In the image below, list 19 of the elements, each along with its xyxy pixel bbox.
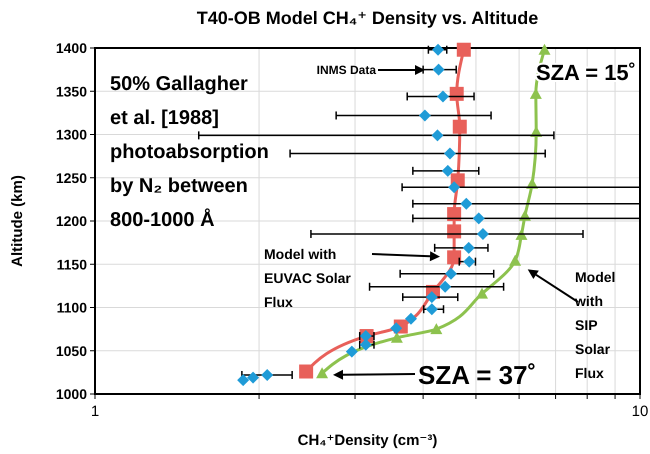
x-axis-title: CH₄⁺Density (cm⁻³) bbox=[298, 432, 438, 449]
chart-title: T40-OB Model CH₄⁺ Density vs. Altitude bbox=[196, 8, 538, 28]
annotation: INMS Data bbox=[316, 63, 376, 77]
y-tick-label: 1200 bbox=[56, 213, 88, 229]
y-tick-label: 1100 bbox=[56, 300, 88, 316]
y-tick-label: 1250 bbox=[56, 170, 88, 186]
y-tick-label: 1400 bbox=[56, 40, 88, 56]
y-axis-title: Altitude (km) bbox=[9, 175, 26, 267]
annotation: 50% Gallagher et al. [1988] photoabsorption by N₂ between 800-1000 Å bbox=[110, 73, 269, 231]
x-tick-label: 10 bbox=[632, 403, 648, 420]
y-tick-label: 1150 bbox=[56, 256, 88, 272]
y-tick-label: 1050 bbox=[56, 342, 88, 359]
annotation: SZA = 37˚ bbox=[418, 360, 536, 390]
x-tick-label: 1 bbox=[90, 403, 100, 420]
y-tick-label: 1300 bbox=[56, 126, 88, 142]
y-tick-label: 1350 bbox=[56, 83, 88, 100]
y-tick-label: 1000 bbox=[56, 386, 88, 402]
annotation: Model with EUVAC Solar Flux bbox=[264, 246, 352, 310]
annotation: Model with SIP Solar Flux bbox=[574, 269, 616, 381]
